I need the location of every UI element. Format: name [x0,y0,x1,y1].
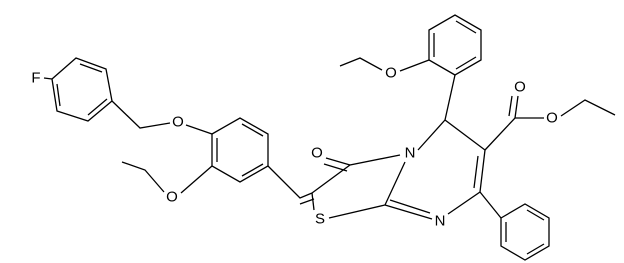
bond [339,57,383,71]
ring [428,14,482,76]
bond [267,165,313,199]
bond [399,59,430,72]
double-bond [87,98,108,116]
atom-label: S [315,211,325,228]
double-bond [455,56,477,70]
bonds [43,14,616,261]
atom-label: N [435,213,446,230]
double-bond [241,123,264,137]
bond [180,165,213,194]
ring [211,117,269,183]
atom-label: N [405,145,416,162]
double-bond [455,20,477,34]
bond [417,119,486,215]
atom-label: O [166,189,178,206]
bond [384,204,433,220]
double-bond [508,95,513,117]
double-bond [56,83,61,107]
double-bond [473,155,479,189]
bond [311,154,401,194]
double-bond [323,163,348,172]
bond [43,77,53,80]
double-bond [526,209,545,221]
atom-label: F [31,70,40,87]
bond [444,74,456,121]
atom-label: O [546,110,558,127]
bond [111,100,171,129]
bond [325,157,351,166]
bond [328,161,406,219]
double-bond [79,63,103,73]
ring [51,57,113,122]
bond [479,191,502,219]
bond [121,161,165,193]
bond [514,95,519,119]
double-bond [526,243,545,255]
atom-label: O [311,145,323,162]
bond [560,99,616,117]
atom-label: O [172,114,184,131]
double-bond [241,163,264,177]
bond [185,124,213,135]
bond [484,117,544,151]
double-bond [389,199,431,214]
atom-labels: F O O O S N N O O O [31,65,557,230]
double-bond [299,198,315,205]
atom-label: O [385,65,397,82]
bond [311,192,315,211]
ring [500,203,550,261]
atom-label: O [514,79,526,96]
